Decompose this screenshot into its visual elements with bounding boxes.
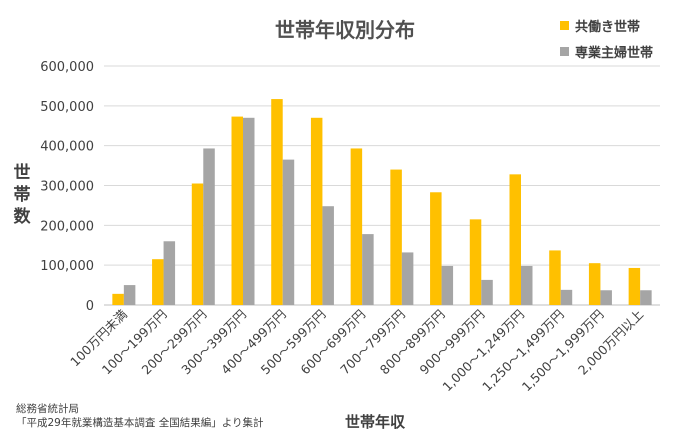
bar-housewife <box>600 290 612 305</box>
bar-dual-income <box>549 250 561 305</box>
bar-housewife <box>441 265 454 305</box>
bar-dual-income <box>509 174 521 305</box>
legend-swatch-dual-income <box>560 20 569 30</box>
legend-item-dual-income: 共働き世帯 <box>560 12 653 38</box>
y-tick-label: 100,000 <box>40 259 94 274</box>
bar-dual-income <box>588 263 601 305</box>
bar-housewife <box>243 117 255 306</box>
legend-item-housewife: 専業主婦世帯 <box>560 38 653 64</box>
y-tick-label: 200,000 <box>40 219 94 234</box>
bar-dual-income <box>350 148 363 305</box>
y-tick-label: 300,000 <box>40 180 94 195</box>
bar-dual-income <box>430 192 442 305</box>
bar-dual-income <box>469 219 482 305</box>
y-axis-label: 世帯数 <box>13 163 31 227</box>
bar-housewife <box>560 289 573 305</box>
bar-dual-income <box>231 116 243 305</box>
y-tick-label: 600,000 <box>40 60 94 75</box>
bar-dual-income <box>152 259 164 305</box>
source-note: 総務省統計局 「平成29年就業構造基本調査 全国結果編」より集計 <box>16 402 264 430</box>
bar-dual-income <box>390 169 402 305</box>
y-tick-label: 400,000 <box>40 140 94 155</box>
y-tick-label: 0 <box>86 299 94 314</box>
source-line-2: 「平成29年就業構造基本調査 全国結果編」より集計 <box>16 417 264 429</box>
bar-housewife <box>203 148 215 305</box>
bar-housewife <box>362 234 374 305</box>
bar-housewife <box>481 279 493 305</box>
source-line-1: 総務省統計局 <box>16 403 79 415</box>
bar-dual-income <box>628 267 641 305</box>
bar-housewife <box>163 241 176 305</box>
legend: 共働き世帯 専業主婦世帯 <box>560 12 653 64</box>
bar-housewife <box>282 159 295 305</box>
legend-label-dual-income: 共働き世帯 <box>575 19 641 35</box>
bar-housewife <box>322 206 334 305</box>
bar-dual-income <box>271 99 283 305</box>
bar-dual-income <box>191 183 204 305</box>
legend-swatch-housewife <box>560 46 569 56</box>
legend-label-housewife: 専業主婦世帯 <box>575 45 654 61</box>
bar-housewife <box>401 252 414 305</box>
bar-housewife <box>640 290 652 305</box>
x-axis-label: 世帯年収 <box>344 413 405 431</box>
bar-housewife <box>521 265 533 305</box>
bar-dual-income <box>112 293 124 305</box>
y-tick-label: 500,000 <box>40 100 94 115</box>
bar-dual-income <box>310 117 323 306</box>
chart-title: 世帯年収別分布 <box>275 18 415 42</box>
bar-housewife <box>123 285 136 305</box>
